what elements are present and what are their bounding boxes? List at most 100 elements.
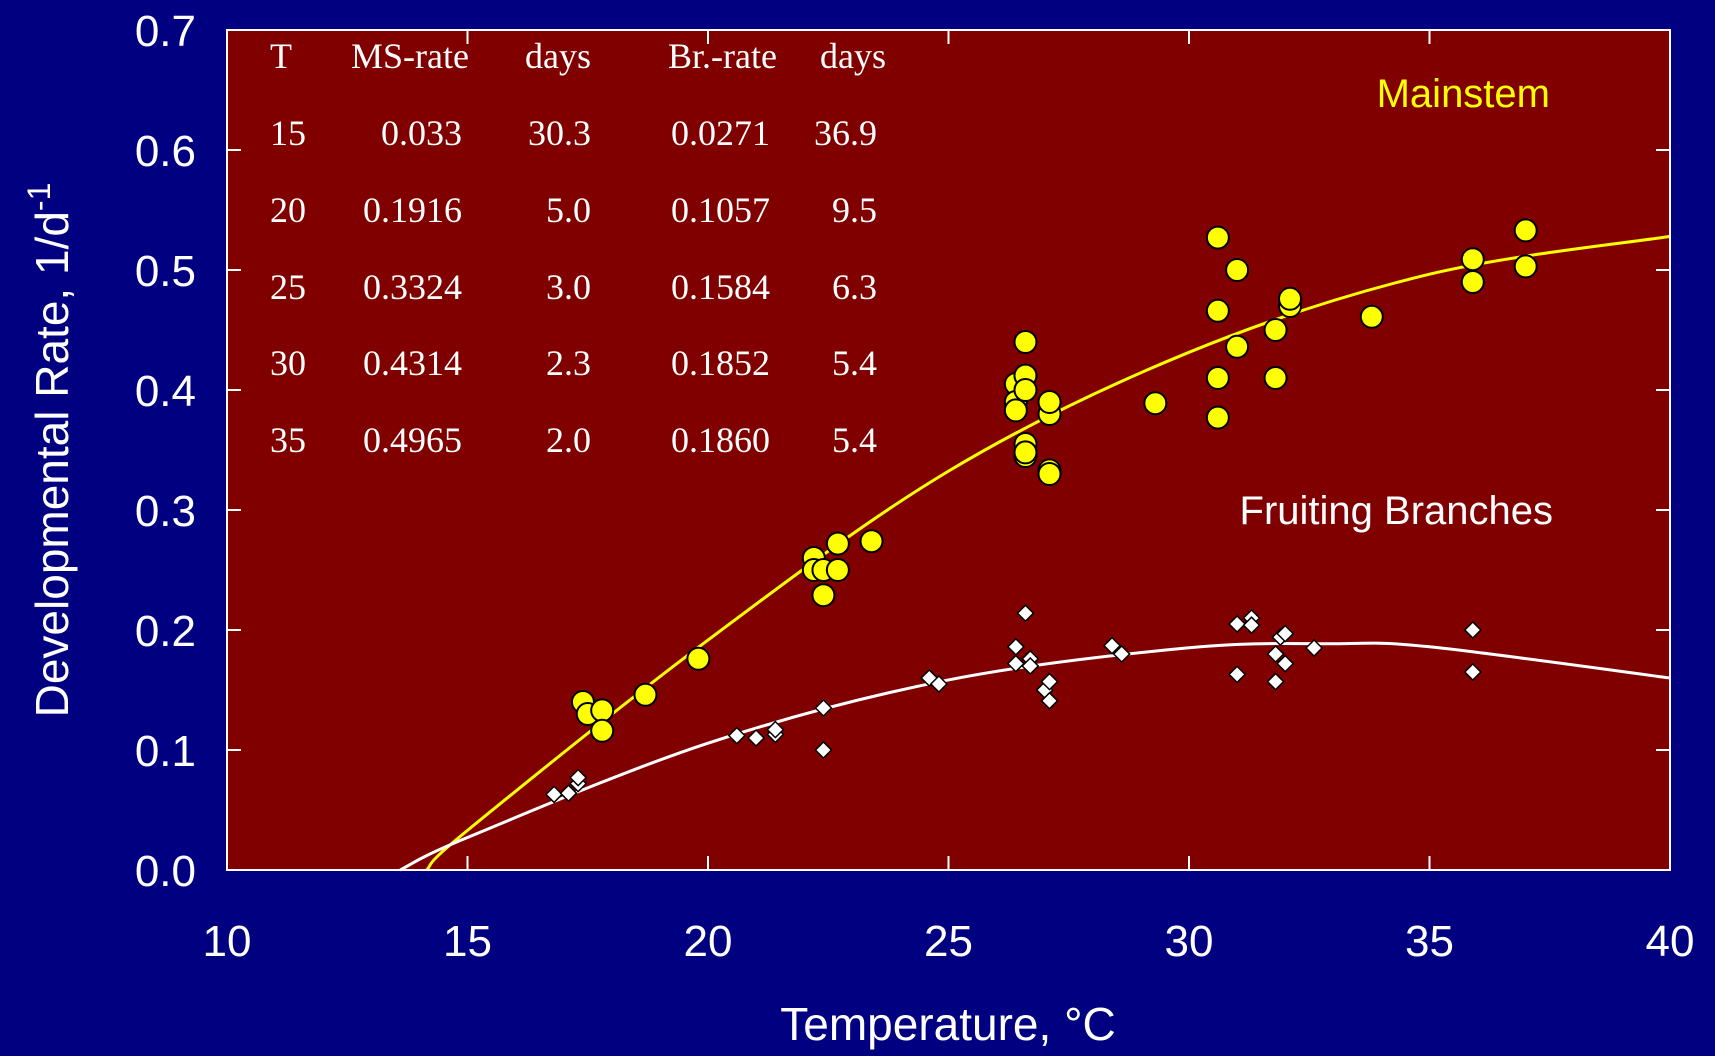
y-tick-label: 0.4 [135,367,196,416]
branch-point [1006,654,1025,673]
table-cell: 0.4965 [363,420,462,460]
mainstem-point [590,698,615,723]
mainstem-point [1037,390,1062,414]
y-tick-labels: 0.0 0.1 0.2 0.3 0.4 0.5 0.6 0.7 [135,7,196,896]
table-cell: 15 [270,113,306,153]
table-header: MS-rate [351,36,469,76]
branch-point [747,728,766,748]
mainstem-point [825,531,850,556]
x-tick-label: 40 [1646,917,1695,966]
branch-point [727,726,746,745]
table-cell: 2.3 [546,343,591,383]
branch-point [1463,620,1482,640]
branch-point [1228,665,1247,684]
table-cell: 0.1584 [671,267,770,307]
branch-point [1304,638,1324,658]
branch-point [766,720,785,739]
mainstem-point [1225,258,1250,282]
table-cell: 0.1057 [671,190,770,230]
mainstem-point [859,529,884,554]
table-header: days [525,36,591,76]
table-cell: 9.5 [832,190,877,230]
x-tick-label: 25 [924,917,973,966]
mainstem-point [1205,366,1230,390]
x-tick-label: 30 [1165,917,1214,966]
table-cell: 0.0271 [671,113,770,153]
mainstem-point [1037,462,1062,486]
mainstem-point [1143,391,1168,416]
y-axis-title-main: Developmental Rate, 1/d [26,211,78,717]
mainstem-point [1460,270,1485,294]
plot-area [227,30,1670,870]
mainstem-point [1013,378,1038,402]
branches-fit-curve [399,641,1671,872]
mainstem-point [811,583,836,608]
mainstem-fit-curve [425,234,1671,872]
x-tick-label: 10 [203,917,252,966]
mainstem-point [1263,366,1288,390]
mainstem-point [1513,218,1538,243]
branch-point [1266,644,1285,664]
branch-point [1040,672,1059,691]
data-points [545,218,1538,804]
mainstem-point [1263,318,1288,342]
branch-point [1040,691,1059,710]
y-axis-title-superscript: -1 [21,183,57,211]
y-axis-title: Developmental Rate, 1/d-1 [21,183,78,718]
table-cell: 35 [270,420,306,460]
table-header: days [820,36,886,76]
branch-point [1228,614,1247,634]
table-cell: 0.1916 [363,190,462,230]
mainstem-point [1225,334,1250,359]
branch-point [545,785,564,804]
y-tick-label: 0.5 [135,247,196,296]
branch-point [1112,644,1131,664]
table-cell: 25 [270,267,306,307]
y-tick-label: 0.3 [135,487,196,536]
y-tick-label: 0.2 [135,607,196,656]
branch-point [1021,656,1040,676]
table-cell: 2.0 [546,420,591,460]
mainstem-point [1359,304,1384,329]
x-axis-title: Temperature, °C [780,998,1115,1050]
fruiting-branches-label: Fruiting Branches [1240,489,1553,533]
y-tick-label: 0.7 [135,7,196,56]
mainstem-point [1003,398,1028,423]
branch-point [814,740,833,760]
mainstem-point [1460,247,1485,272]
branch-point [1276,654,1295,673]
y-tick-label: 0.6 [135,127,196,176]
mainstem-point [1013,440,1038,465]
table-cell: 0.1860 [671,420,770,460]
table-cell: 30 [270,343,306,383]
mainstem-point [590,718,615,743]
branch-point [1242,616,1261,635]
mainstem-point [686,646,711,671]
table-cell: 0.4314 [363,343,462,383]
table-cell: 5.4 [832,343,877,383]
table-header: T [270,36,292,76]
fit-curves [399,234,1671,872]
table-cell: 0.3324 [363,267,462,307]
mainstem-point [1205,298,1230,323]
plot-frame [226,29,1671,871]
table-cell: 20 [270,190,306,230]
rate-table: T MS-rate days Br.-rate days 15 0.033 30.3 0.027… [270,36,886,460]
branch-point [559,784,578,803]
branch-point [929,674,948,694]
table-cell: 0.033 [381,113,462,153]
mainstem-point [1205,225,1230,250]
branch-point [814,698,833,718]
branch-point [1102,636,1122,655]
table-header: Br.-rate [668,36,777,76]
branch-point [569,768,588,787]
mainstem-point [1278,286,1303,311]
mainstem-point [1013,330,1038,354]
x-tick-labels: 10 15 20 25 30 35 40 [203,917,1695,966]
mainstem-point [825,558,850,582]
mainstem-point [1513,254,1538,279]
x-tick-label: 15 [443,917,492,966]
table-cell: 5.4 [832,420,877,460]
branch-point [1463,662,1482,682]
